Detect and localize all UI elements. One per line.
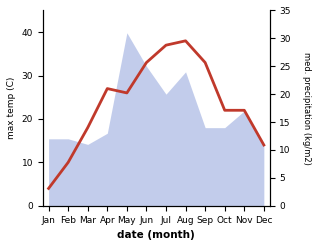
- X-axis label: date (month): date (month): [117, 230, 195, 240]
- Y-axis label: max temp (C): max temp (C): [7, 77, 16, 139]
- Y-axis label: med. precipitation (kg/m2): med. precipitation (kg/m2): [302, 52, 311, 165]
